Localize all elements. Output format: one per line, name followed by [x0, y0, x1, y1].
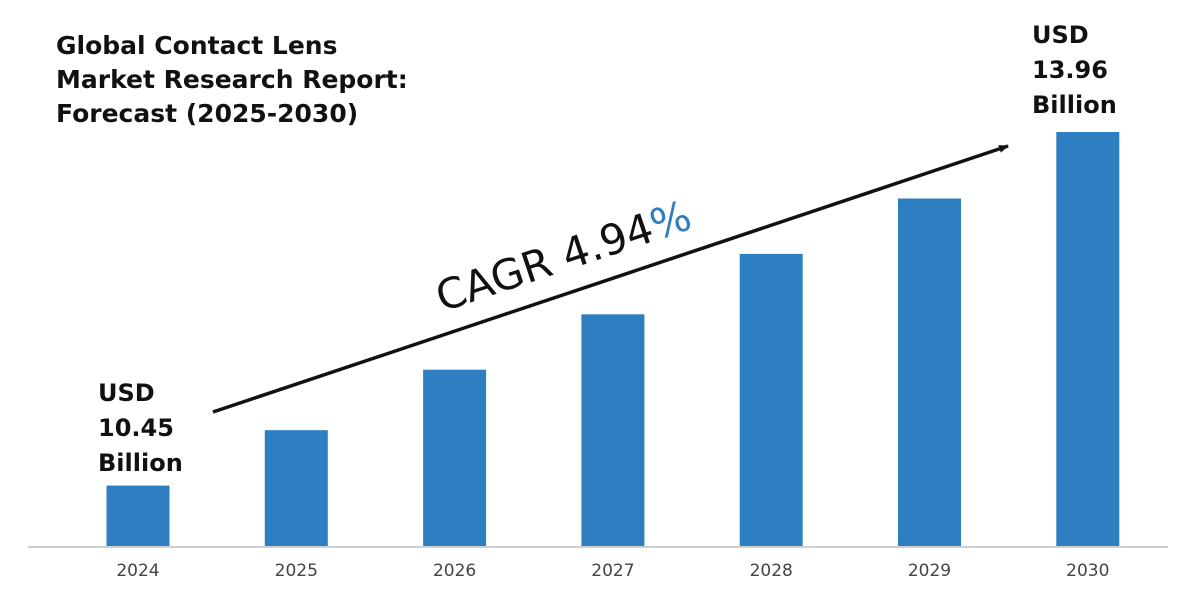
- bar-2026: [423, 369, 487, 546]
- x-tick-label-2029: 2029: [908, 561, 951, 581]
- x-tick-label-2028: 2028: [750, 561, 793, 581]
- start-label-line-1: USD: [98, 379, 155, 407]
- x-axis-ticks: 2024 2025 2026 2027 2028 2029 2030: [116, 561, 1109, 581]
- bar-2030: [1056, 132, 1120, 546]
- cagr-label: CAGR 4.94%: [430, 191, 698, 322]
- chart-title-line-1: Global Contact Lens: [56, 31, 337, 60]
- growth-arrow: [212, 144, 1009, 414]
- bar-2027: [581, 314, 645, 546]
- bar-2029: [898, 198, 961, 546]
- cagr-prefix: CAGR: [430, 233, 571, 321]
- end-label-line-3: Billion: [1032, 91, 1117, 119]
- bar-2024: [106, 485, 170, 546]
- end-label-line-1: USD: [1032, 21, 1089, 49]
- bar-2028: [739, 253, 803, 546]
- bar-series: [106, 132, 1120, 546]
- bar-2025: [264, 430, 328, 546]
- x-tick-label-2027: 2027: [591, 561, 634, 581]
- chart-title-line-2: Market Research Report:: [56, 65, 408, 94]
- x-tick-label-2024: 2024: [116, 561, 159, 581]
- start-label-line-3: Billion: [98, 449, 183, 477]
- x-tick-label-2025: 2025: [275, 561, 318, 581]
- x-tick-label-2026: 2026: [433, 561, 476, 581]
- end-label-line-2: 13.96: [1032, 56, 1108, 84]
- x-tick-label-2030: 2030: [1066, 561, 1109, 581]
- chart-title-line-3: Forecast (2025-2030): [56, 99, 358, 128]
- start-label-line-2: 10.45: [98, 414, 174, 442]
